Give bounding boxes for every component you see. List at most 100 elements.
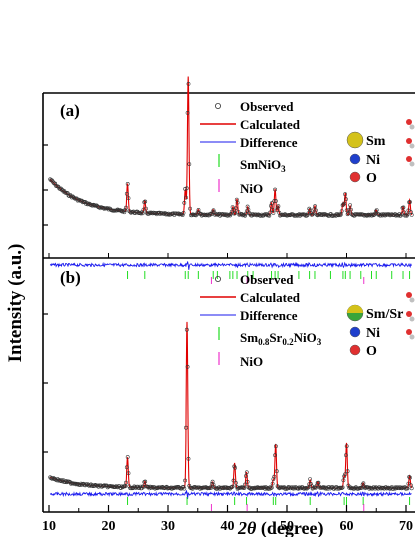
observed-point <box>80 200 85 205</box>
observed-point <box>122 210 127 215</box>
observed-point <box>374 208 379 213</box>
observed-point <box>208 485 213 490</box>
difference-line <box>49 261 412 270</box>
observed-point <box>259 485 264 490</box>
observed-point <box>394 486 399 491</box>
observed-point <box>366 212 371 217</box>
observed-point <box>271 477 276 482</box>
observed-point <box>253 212 258 217</box>
observed-point <box>140 211 145 216</box>
panel-a-plot <box>48 76 414 284</box>
observed-point <box>339 209 344 214</box>
observed-point <box>342 201 347 206</box>
observed-point <box>207 486 212 491</box>
x-tick-label: 30 <box>161 519 175 534</box>
observed-point <box>188 206 193 211</box>
x-tick-label: 40 <box>221 519 235 534</box>
structure-fragment <box>409 297 415 303</box>
observed-point <box>273 444 278 449</box>
panel-a-legend: Observed Calculated Difference SmNiO3 NiO <box>200 99 301 196</box>
observed-point <box>273 453 278 458</box>
observed-point <box>184 425 188 430</box>
observed-point <box>65 191 70 196</box>
observed-point <box>271 211 276 215</box>
observed-point <box>180 213 185 218</box>
legend-phase2-label: NiO <box>240 354 263 369</box>
atom-swatch <box>346 131 364 149</box>
structure-fragment <box>409 316 415 322</box>
atom-swatch <box>349 171 361 183</box>
observed-point <box>124 191 129 196</box>
observed-point <box>129 486 133 491</box>
observed-point <box>270 481 275 486</box>
observed-point <box>186 456 191 461</box>
observed-point <box>246 207 251 212</box>
observed-point <box>348 207 353 212</box>
atom-swatch <box>349 153 361 165</box>
observed-point <box>143 199 148 204</box>
observed-point <box>243 474 248 478</box>
observed-point <box>401 205 406 210</box>
observed-point <box>313 204 318 209</box>
observed-point <box>373 211 378 216</box>
legend-observed-marker <box>214 275 221 282</box>
observed-point <box>211 482 216 487</box>
observed-point <box>407 474 412 479</box>
observed-point <box>340 485 345 490</box>
observed-point <box>183 478 188 483</box>
x-tick-label: 50 <box>280 519 294 534</box>
difference-line <box>49 490 412 500</box>
observed-point <box>343 197 348 202</box>
observed-point <box>319 212 324 217</box>
observed-point <box>337 212 342 217</box>
observed-point <box>245 479 250 484</box>
observed-point <box>343 192 348 197</box>
panel-b-structure-legend: Sm/Sr Ni O <box>346 292 415 359</box>
observed-point <box>272 474 277 479</box>
observed-point <box>273 199 278 203</box>
observed-point <box>337 486 342 491</box>
observed-point <box>336 213 341 218</box>
observed-point <box>151 210 156 215</box>
observed-point <box>358 212 363 217</box>
observed-point <box>405 212 410 217</box>
legend-phase2-label: NiO <box>240 181 263 196</box>
x-tick-label: 70 <box>399 519 413 534</box>
observed-point <box>66 193 71 198</box>
observed-point <box>348 203 353 208</box>
observed-point <box>181 210 186 215</box>
observed-point <box>409 486 414 491</box>
observed-point <box>307 482 312 487</box>
observed-point <box>408 200 412 204</box>
observed-point <box>124 480 128 485</box>
legend-observed-label: Observed <box>240 272 294 287</box>
observed-point <box>126 196 131 201</box>
observed-point <box>313 485 318 490</box>
observed-point <box>233 211 238 216</box>
observed-point <box>186 82 191 86</box>
observed-point <box>198 486 203 491</box>
observed-point <box>143 479 148 484</box>
observed-point <box>137 485 142 490</box>
observed-point <box>342 474 347 479</box>
legend-calculated-label: Calculated <box>240 290 301 305</box>
observed-point <box>189 485 194 490</box>
observed-point <box>243 482 248 487</box>
observed-point <box>308 477 313 482</box>
observed-point <box>92 203 97 208</box>
observed-point <box>184 327 189 332</box>
observed-point <box>89 484 94 489</box>
observed-point <box>123 208 128 213</box>
observed-point <box>240 213 245 218</box>
observed-point <box>185 364 190 369</box>
x-axis-label: 2θ (degree) <box>237 518 323 537</box>
observed-point <box>406 481 411 486</box>
panel-b: (b) Observed Calculated Difference Sm0.8Sr0… <box>42 258 415 513</box>
legend-phase1-label: Sm0.8Sr0.2NiO3 <box>240 330 322 347</box>
observed-point <box>405 486 410 491</box>
observed-point <box>231 478 236 483</box>
panel-b-label: (b) <box>60 268 81 287</box>
observed-point <box>59 479 63 484</box>
observed-point <box>361 212 366 217</box>
